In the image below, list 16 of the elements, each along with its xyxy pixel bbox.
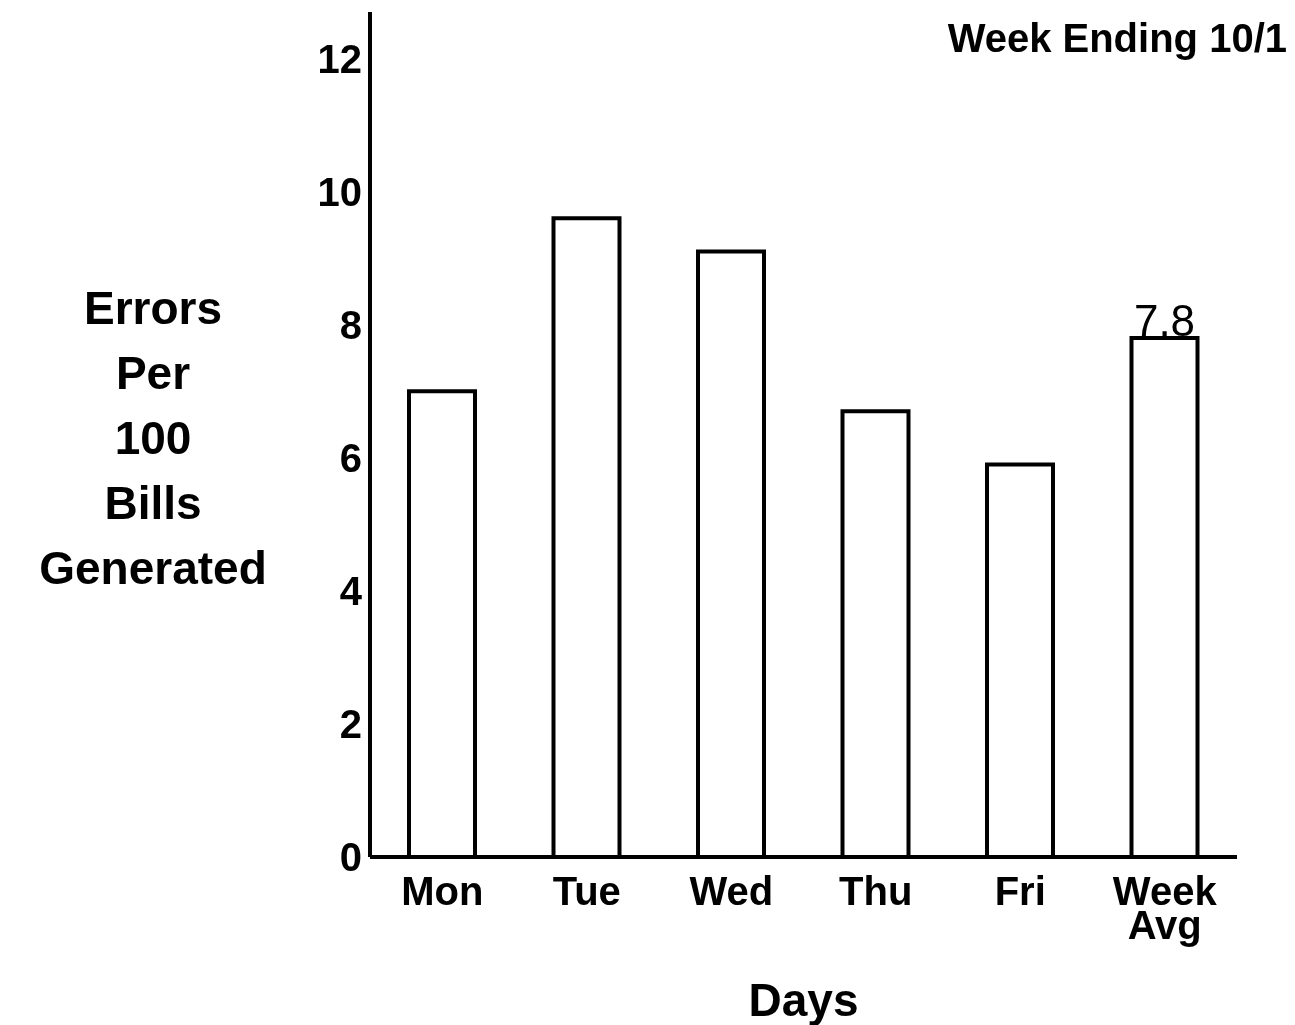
chart-title: Week Ending 10/1 (947, 16, 1287, 61)
x-tick-label: Wed (689, 869, 774, 913)
y-axis-title: Errors Per 100 Bills Generated (38, 281, 268, 596)
x-tick-label: Fri (994, 869, 1046, 913)
x-tick-label: Tue (552, 869, 621, 913)
data-label: 7.8 (1133, 296, 1196, 346)
y-tick-label: 6 (339, 435, 362, 480)
x-tick-label: Mon (401, 869, 484, 913)
y-tick-label: 0 (339, 835, 362, 880)
y-tick-label: 12 (317, 36, 362, 81)
x-tick-label: Thu (839, 869, 913, 913)
y-tick-label: 8 (339, 302, 362, 347)
y-tick-label: 2 (339, 702, 362, 747)
y-tick-label: 10 (317, 169, 362, 214)
x-tick-label: Week Avg (1112, 869, 1218, 947)
y-tick-label: 4 (339, 569, 363, 614)
